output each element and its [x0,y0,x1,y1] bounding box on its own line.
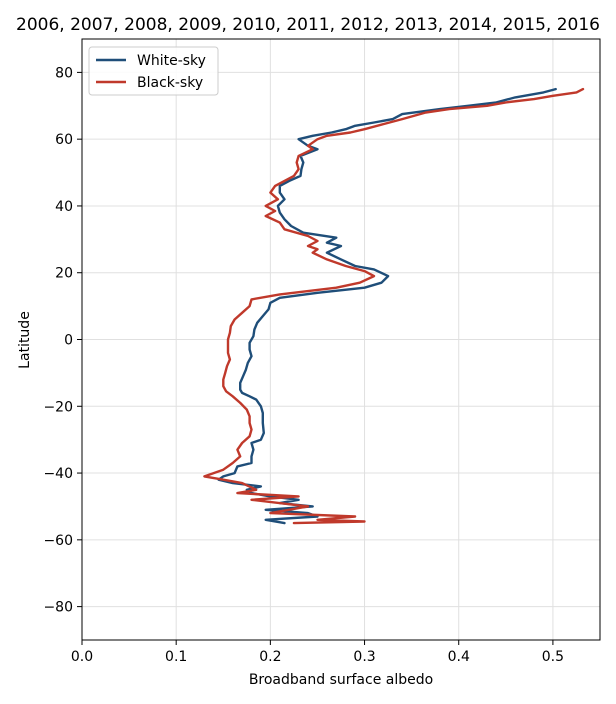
x-tick-label: 0.0 [71,649,93,665]
y-axis-ticks: −80 −60 −40 −20 0 20 40 60 80 [43,65,82,616]
grid-lines [81,39,600,640]
y-tick-label: 80 [55,65,73,81]
series-lines [203,87,585,525]
x-tick-label: 0.4 [448,649,470,665]
legend-label-white-sky: White-sky [137,53,206,69]
y-tick-label: 40 [55,199,73,215]
x-tick-label: 0.1 [165,649,187,665]
series-line-black-sky [203,87,585,525]
chart-title: 2006, 2007, 2008, 2009, 2010, 2011, 2012… [16,15,600,35]
x-tick-label: 0.5 [542,649,564,665]
x-tick-label: 0.3 [353,649,375,665]
y-axis-label: Latitude [17,311,33,369]
y-tick-label: −20 [43,399,73,415]
legend: White-sky Black-sky [88,46,219,96]
y-tick-label: −60 [43,533,73,549]
y-tick-label: −80 [43,600,73,616]
x-tick-label: 0.2 [259,649,281,665]
series-line-white-sky [217,87,557,525]
y-tick-label: −40 [43,466,73,482]
y-tick-label: 0 [64,333,73,349]
x-axis-ticks: 0.0 0.1 0.2 0.3 0.4 0.5 [71,640,564,665]
y-tick-label: 20 [55,266,73,282]
legend-label-black-sky: Black-sky [137,75,203,91]
y-tick-label: 60 [55,132,73,148]
x-axis-label: Broadband surface albedo [249,672,433,688]
